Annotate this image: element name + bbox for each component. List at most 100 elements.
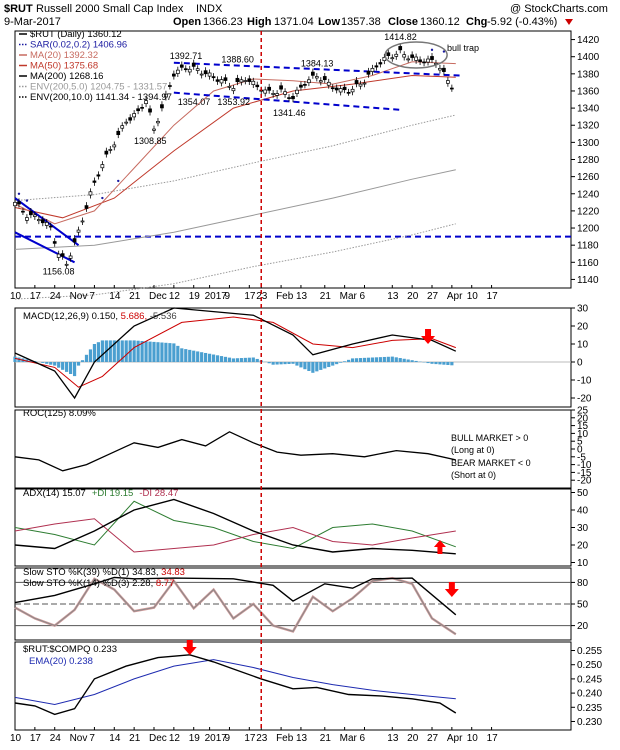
macd-hist-bar	[446, 362, 450, 365]
macd-hist-bar	[200, 352, 204, 362]
ratio-xlabel: 7	[89, 733, 95, 744]
candle-body	[132, 113, 136, 118]
macd-hist-bar	[275, 362, 279, 365]
roc-tick-label: -5	[577, 452, 586, 463]
macd-hist-bar	[247, 357, 251, 362]
candle-body	[13, 201, 17, 207]
ratio-tick-label: 0.250	[577, 660, 602, 671]
candle-body	[275, 93, 279, 96]
macd-hist-bar	[231, 358, 236, 362]
price-xlabel: 24	[50, 291, 62, 302]
legend-item: MA(200) 1268.16	[30, 71, 103, 82]
candle-body	[25, 217, 29, 221]
macd-hist-bar	[116, 340, 120, 362]
sar-dot	[25, 199, 29, 202]
sto-tick-label: 50	[577, 600, 589, 611]
candle-body	[140, 106, 144, 109]
ratio-xlabel: 2017	[205, 733, 228, 744]
macd-hist-bar	[29, 360, 33, 362]
candle-body	[338, 88, 343, 93]
macd-hist-bar	[430, 362, 434, 364]
sto2-name: Slow STO %K(14) %D(3) 2.28,	[23, 578, 153, 589]
adx-tick-label: 30	[577, 523, 589, 534]
price-xlabel: 19	[189, 291, 201, 302]
candle-body	[56, 253, 61, 258]
macd-hist-bar	[215, 355, 220, 362]
candle-body	[235, 77, 240, 83]
adx-tick-label: 20	[577, 541, 589, 552]
candle-body	[450, 87, 454, 90]
roc-tick-label: -20	[577, 476, 592, 487]
macd-hist-bar	[180, 348, 184, 362]
macd-hist-bar	[382, 356, 386, 362]
price-label: 1414.82	[384, 32, 417, 42]
price-tick-label: 1340	[577, 104, 600, 115]
price-xlabel: 9	[224, 291, 230, 302]
candle-body	[191, 62, 196, 67]
candle-body	[84, 205, 89, 209]
sto-tick-label: 80	[577, 578, 589, 589]
candle-body	[96, 174, 101, 177]
price-tick-label: 1360	[577, 86, 600, 97]
price-xlabel: 17	[30, 291, 42, 302]
candle-body	[44, 222, 49, 226]
price-xlabel: Nov	[70, 291, 88, 302]
candle-body	[243, 80, 248, 82]
candle-body	[29, 211, 33, 216]
ratio-xlabel: Apr	[447, 733, 463, 744]
candle-body	[390, 57, 395, 60]
candle-body	[358, 83, 363, 87]
adx-line	[14, 498, 456, 555]
candle-body	[394, 53, 399, 57]
macd-value: 5.686,	[118, 311, 147, 322]
adx-legend: ADX(14) 15.07 +DI 19.15 -DI 28.47	[23, 488, 178, 499]
close-value: 1360.12	[420, 16, 460, 28]
macd-hist-bar	[394, 357, 398, 362]
macd-hist-bar	[132, 340, 136, 362]
macd-hist-bar	[223, 356, 228, 362]
macd-hist-bar	[65, 362, 69, 372]
macd-signal-line	[14, 316, 456, 388]
ratio-xlabel: 9	[224, 733, 230, 744]
candle-body	[100, 164, 105, 169]
macd-name: MACD(12,26,9) 0.150,	[23, 311, 118, 322]
sar-dot	[117, 179, 120, 183]
ratio-xlabel: Feb	[276, 733, 294, 744]
macd-hist-bar	[414, 360, 418, 362]
candle-body	[92, 180, 97, 183]
candle-body	[307, 79, 311, 84]
candle-body	[17, 201, 21, 205]
legend-item: ENV(200,10.0) 1141.34 - 1394.97	[30, 92, 172, 103]
ratio-tick-label: 0.230	[577, 717, 602, 728]
open-label: Open	[173, 16, 201, 28]
macd-line	[14, 307, 457, 400]
candle-body	[72, 238, 77, 243]
price-xlabel: 2017	[205, 291, 228, 302]
macd-hist-bar	[303, 362, 307, 370]
price-label: 1384.13	[301, 58, 334, 68]
pdi-line	[14, 500, 456, 550]
macd-hist-bar	[208, 353, 212, 362]
macd-tick-label: -10	[577, 376, 592, 387]
bull-market-label: BULL MARKET > 0	[451, 433, 528, 443]
macd-tick-label: -20	[577, 394, 592, 405]
index-name: Russell 2000 Small Cap Index	[36, 3, 184, 15]
macd-hist-bar	[255, 358, 259, 362]
candle-body	[342, 86, 347, 91]
macd-hist-bar	[251, 357, 255, 362]
macd-tick-label: 20	[577, 322, 589, 333]
price-tick-label: 1240	[577, 189, 600, 200]
candle-body	[215, 79, 220, 82]
candle-body	[36, 219, 41, 222]
ratio-xlabel: 24	[50, 733, 62, 744]
macd-hist-bar	[188, 349, 192, 362]
macd-hist-bar	[426, 362, 430, 364]
candle-body	[446, 80, 450, 84]
ratio-xlabel: 19	[189, 733, 201, 744]
red-down-arrow-icon	[421, 329, 436, 344]
macd-hist-bar	[323, 362, 327, 369]
candle-body	[326, 81, 331, 86]
sar-dot	[430, 48, 434, 52]
roc-legend: ROC(125) 8.09%	[23, 408, 96, 419]
sto2-legend: Slow STO %K(14) %D(3) 2.28, 8.77	[23, 578, 174, 589]
